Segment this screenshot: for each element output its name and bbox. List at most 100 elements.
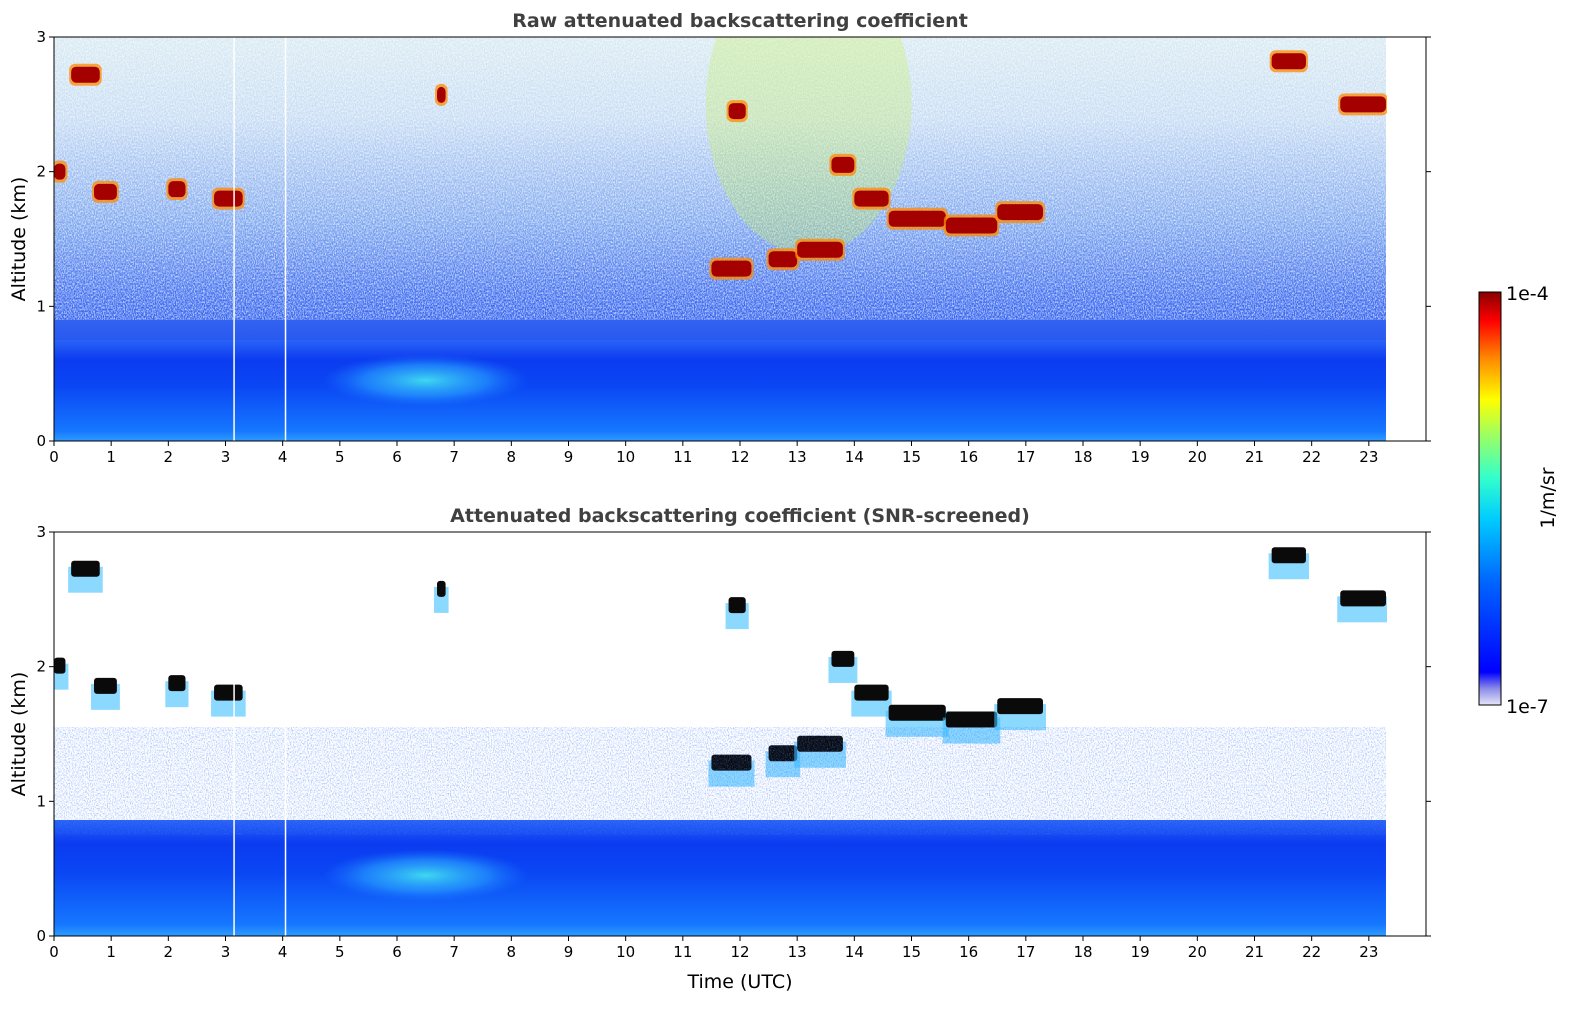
x-tick-label: 20: [1188, 448, 1207, 466]
cloud-core: [831, 650, 855, 667]
colorbar-min-label: 1e-7: [1506, 696, 1549, 718]
x-tick-label: 5: [335, 448, 345, 466]
cloud-layer: [71, 66, 100, 83]
cloud-core: [1340, 590, 1386, 607]
x-tick-label: 0: [49, 448, 59, 466]
x-tick-label: 19: [1131, 448, 1150, 466]
x-tick-label: 8: [507, 943, 517, 961]
x-tick-label: 14: [845, 943, 864, 961]
x-tick-label: 10: [616, 943, 635, 961]
x-tick-label: 4: [278, 448, 288, 466]
cloud-core: [997, 698, 1043, 715]
cloud-layer: [1271, 53, 1306, 70]
colorbar-gradient: [1478, 291, 1502, 706]
x-tick-label: 11: [673, 448, 692, 466]
boundary-layer: [54, 820, 1386, 936]
y-axis-label: Altitude (km): [8, 177, 30, 302]
plot-area: [54, 37, 1387, 441]
cloud-core: [54, 657, 66, 674]
cloud-layer: [768, 251, 798, 268]
cloud-layer: [854, 190, 889, 207]
aerosol-layer: [322, 849, 529, 902]
x-tick-label: 23: [1359, 943, 1378, 961]
cloud-layer: [1340, 96, 1386, 113]
x-tick-label: 2: [164, 448, 174, 466]
x-tick-label: 6: [392, 448, 402, 466]
cloud-layer: [711, 260, 752, 277]
x-tick-label: 6: [392, 943, 402, 961]
cloud-layer: [945, 217, 998, 234]
x-tick-label: 4: [278, 943, 288, 961]
x-tick-label: 8: [507, 448, 517, 466]
y-axis-label: Altitude (km): [8, 672, 30, 797]
screened-noise: [54, 727, 1386, 835]
cloud-layer: [728, 103, 746, 120]
x-tick-label: 0: [49, 943, 59, 961]
x-tick-label: 9: [564, 448, 574, 466]
x-tick-label: 16: [959, 943, 978, 961]
x-tick-label: 9: [564, 943, 574, 961]
x-tick-label: 10: [616, 448, 635, 466]
x-tick-label: 1: [106, 448, 116, 466]
cloud-layer: [831, 156, 855, 173]
cloud-core: [1271, 547, 1306, 564]
x-tick-label: 5: [335, 943, 345, 961]
y-tick-label: 1: [36, 792, 46, 810]
boundary-layer: [54, 340, 1386, 441]
x-tick-label: 21: [1245, 448, 1264, 466]
chart-title: Attenuated backscattering coefficient (S…: [450, 505, 1030, 527]
x-tick-label: 14: [845, 448, 864, 466]
x-tick-label: 20: [1188, 943, 1207, 961]
x-tick-label: 13: [788, 448, 807, 466]
colorbar-unit-label: 1/m/sr: [1537, 467, 1559, 528]
cloud-layer: [94, 183, 117, 200]
y-tick-label: 3: [36, 28, 46, 46]
x-tick-label: 18: [1073, 448, 1092, 466]
panel-snr-screened: 0 1 2 3 4 5 6 7 8 9 10 11 12 13 14 15 16 17 18 19 20 21 22 2301…: [8, 505, 1431, 993]
cloud-layer: [437, 86, 446, 103]
colorbar: 1e-4 1e-7 1/m/sr: [1478, 283, 1559, 718]
cloud-layer: [54, 163, 66, 180]
x-tick-label: 17: [1016, 943, 1035, 961]
x-tick-label: 7: [449, 448, 459, 466]
cloud-core: [728, 597, 746, 614]
x-tick-label: 18: [1073, 943, 1092, 961]
x-tick-label: 12: [730, 448, 749, 466]
cloud-core: [854, 684, 889, 701]
cloud-core: [437, 580, 446, 597]
cloud-core: [214, 684, 243, 701]
cloud-core: [168, 675, 186, 692]
x-tick-label: 17: [1016, 448, 1035, 466]
cloud-layer: [997, 204, 1043, 221]
x-tick-label: 22: [1302, 448, 1321, 466]
y-tick-label: 0: [36, 927, 46, 945]
x-tick-label: 21: [1245, 943, 1264, 961]
y-tick-label: 2: [36, 658, 46, 676]
y-tick-label: 0: [36, 432, 46, 450]
x-tick-label: 22: [1302, 943, 1321, 961]
x-tick-label: 15: [902, 448, 921, 466]
aerosol-layer: [322, 354, 529, 407]
x-tick-label: 19: [1131, 943, 1150, 961]
panel-raw: 0 1 2 3 4 5 6 7 8 9 10 11 12 13 14 15 16 17 18 19 20 21 22 2301…: [8, 10, 1431, 466]
x-tick-label: 13: [788, 943, 807, 961]
colorbar-max-label: 1e-4: [1506, 283, 1549, 305]
cloud-core: [94, 677, 117, 694]
x-tick-label: 23: [1359, 448, 1378, 466]
x-tick-label: 11: [673, 943, 692, 961]
cloud-layer: [214, 190, 243, 207]
x-tick-label: 12: [730, 943, 749, 961]
cloud-layer: [168, 181, 186, 198]
x-tick-label: 1: [106, 943, 116, 961]
cloud-core: [888, 704, 946, 721]
cloud-layer: [797, 241, 843, 258]
x-axis-label: Time (UTC): [686, 971, 792, 993]
x-tick-label: 2: [164, 943, 174, 961]
y-tick-label: 2: [36, 163, 46, 181]
x-tick-label: 16: [959, 448, 978, 466]
chart-title: Raw attenuated backscattering coefficien…: [512, 10, 968, 32]
x-tick-label: 3: [221, 943, 231, 961]
y-tick-label: 3: [36, 523, 46, 541]
